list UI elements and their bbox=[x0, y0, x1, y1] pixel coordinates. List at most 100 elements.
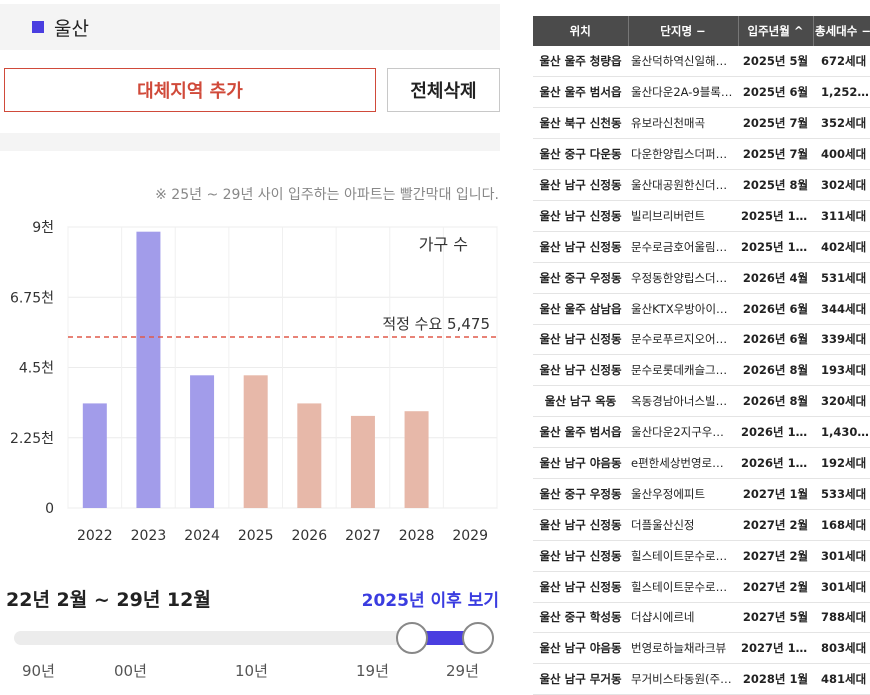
slider-tick-label: 00년 bbox=[114, 662, 147, 680]
total-units-cell: 302세대 bbox=[813, 169, 870, 201]
total-units-cell: 168세대 bbox=[813, 509, 870, 541]
move-in-date-cell: 2026년 11월 bbox=[738, 416, 813, 449]
table-row[interactable]: 울산 남구 신정동 더플울산신정 2027년 2월 168세대 bbox=[533, 509, 870, 541]
total-units-cell: 400세대 bbox=[813, 138, 870, 171]
move-in-date-cell: 2025년 7월 bbox=[738, 138, 813, 171]
total-units-cell: 402세대 bbox=[813, 231, 870, 263]
table-header-cell[interactable]: 총세대수 − bbox=[813, 16, 870, 46]
table-row[interactable]: 울산 남구 신정동 문수로푸르지오어… 2026년 6월 339세대 bbox=[533, 324, 870, 356]
total-units-cell: 301세대 bbox=[813, 540, 870, 572]
table-row[interactable]: 울산 중구 다운동 다운한양립스더퍼… 2025년 7월 400세대 bbox=[533, 138, 870, 171]
move-in-date-cell: 2026년 6월 bbox=[738, 293, 813, 325]
complex-name-cell: 우정동한양립스더… bbox=[628, 262, 738, 294]
move-in-date-cell: 2027년 2월 bbox=[738, 571, 813, 603]
x-tick-label: 2024 bbox=[184, 528, 220, 544]
table-row[interactable]: 울산 남구 야음동 번영로하늘채라크뷰 2027년 11월 803세대 bbox=[533, 632, 870, 665]
table-row[interactable]: 울산 남구 옥동 옥동경남아너스빌… 2026년 8월 320세대 bbox=[533, 385, 870, 418]
slider-tick-label: 29년 bbox=[446, 662, 479, 680]
section-divider bbox=[0, 133, 500, 151]
move-in-date-cell: 2025년 12월 bbox=[738, 231, 813, 263]
location-cell: 울산 남구 신정동 bbox=[533, 571, 628, 603]
demand-label: 적정 수요 5,475 bbox=[382, 315, 490, 333]
location-cell: 울산 남구 무거동 bbox=[533, 663, 628, 695]
move-in-date-cell: 2025년 7월 bbox=[738, 107, 813, 140]
move-in-date-cell: 2026년 6월 bbox=[738, 324, 813, 356]
x-tick-label: 2027 bbox=[345, 528, 381, 544]
location-cell: 울산 남구 신정동 bbox=[533, 200, 628, 232]
location-cell: 울산 남구 신정동 bbox=[533, 324, 628, 356]
add-alternate-region-button[interactable]: 대체지역 추가 bbox=[4, 68, 376, 112]
slider-tick-label: 10년 bbox=[235, 662, 268, 680]
complex-table: 위치 단지명 − 입주년월 ^ 총세대수 − 울산 울주 청량읍 울산덕하역신일해… 20… bbox=[533, 16, 870, 695]
total-units-cell: 1,252세대 bbox=[813, 76, 870, 109]
complex-name-cell: 울산우정에피트 bbox=[628, 478, 738, 510]
move-in-date-cell: 2026년 11월 bbox=[738, 447, 813, 479]
x-tick-label: 2028 bbox=[399, 528, 435, 544]
y-tick-label: 4.5천 bbox=[19, 361, 54, 377]
move-in-date-cell: 2027년 1월 bbox=[738, 478, 813, 510]
complex-name-cell: 유보라신천매곡 bbox=[628, 107, 738, 140]
complex-name-cell: 옥동경남아너스빌… bbox=[628, 385, 738, 418]
region-header: 울산 bbox=[0, 4, 500, 50]
table-row[interactable]: 울산 중구 학성동 더샵시에르네 2027년 5월 788세대 bbox=[533, 602, 870, 634]
location-cell: 울산 북구 신천동 bbox=[533, 107, 628, 140]
move-in-date-cell: 2025년 12월 bbox=[738, 200, 813, 232]
complex-name-cell: 무거비스타동원(주… bbox=[628, 663, 738, 695]
year-slider-range bbox=[412, 631, 478, 645]
table-header-cell[interactable]: 단지명 − bbox=[628, 16, 739, 46]
year-slider-track[interactable] bbox=[14, 631, 494, 645]
complex-name-cell: 울산덕하역신일해… bbox=[628, 46, 738, 78]
table-row[interactable]: 울산 남구 신정동 힐스테이트문수로… 2027년 2월 301세대 bbox=[533, 540, 870, 572]
total-units-cell: 352세대 bbox=[813, 107, 870, 140]
bar bbox=[82, 403, 107, 508]
table-row[interactable]: 울산 중구 우정동 울산우정에피트 2027년 1월 533세대 bbox=[533, 478, 870, 510]
total-units-cell: 1,430세대 bbox=[813, 416, 870, 449]
complex-name-cell: 문수로푸르지오어… bbox=[628, 324, 738, 356]
location-cell: 울산 울주 범서읍 bbox=[533, 76, 628, 109]
table-row[interactable]: 울산 중구 우정동 우정동한양립스더… 2026년 4월 531세대 bbox=[533, 262, 870, 294]
y-tick-label: 9천 bbox=[32, 220, 54, 236]
table-row[interactable]: 울산 남구 무거동 무거비스타동원(주… 2028년 1월 481세대 bbox=[533, 663, 870, 695]
location-cell: 울산 남구 신정동 bbox=[533, 540, 628, 572]
x-tick-label: 2026 bbox=[291, 528, 327, 544]
location-cell: 울산 울주 범서읍 bbox=[533, 416, 628, 449]
table-row[interactable]: 울산 남구 신정동 울산대공원한신더… 2025년 8월 302세대 bbox=[533, 169, 870, 201]
total-units-cell: 481세대 bbox=[813, 663, 870, 695]
table-row[interactable]: 울산 북구 신천동 유보라신천매곡 2025년 7월 352세대 bbox=[533, 107, 870, 140]
location-cell: 울산 남구 신정동 bbox=[533, 509, 628, 541]
location-cell: 울산 남구 신정동 bbox=[533, 354, 628, 387]
bar bbox=[404, 411, 429, 508]
location-cell: 울산 남구 야음동 bbox=[533, 447, 628, 479]
table-row[interactable]: 울산 남구 신정동 문수로금호어울림… 2025년 12월 402세대 bbox=[533, 231, 870, 263]
location-cell: 울산 남구 신정동 bbox=[533, 231, 628, 263]
total-units-cell: 533세대 bbox=[813, 478, 870, 510]
table-row[interactable]: 울산 울주 청량읍 울산덕하역신일해… 2025년 5월 672세대 bbox=[533, 46, 870, 78]
move-in-date-cell: 2027년 2월 bbox=[738, 540, 813, 572]
table-row[interactable]: 울산 울주 삼남읍 울산KTX우방아이… 2026년 6월 344세대 bbox=[533, 293, 870, 325]
move-in-date-cell: 2027년 5월 bbox=[738, 602, 813, 634]
legend-label: 가구 수 bbox=[419, 235, 468, 254]
table-row[interactable]: 울산 남구 신정동 빌리브리버런트 2025년 12월 311세대 bbox=[533, 200, 870, 232]
table-row[interactable]: 울산 남구 신정동 문수로롯데캐슬그… 2026년 8월 193세대 bbox=[533, 354, 870, 387]
location-cell: 울산 중구 우정동 bbox=[533, 478, 628, 510]
complex-name-cell: 문수로금호어울림… bbox=[628, 231, 738, 263]
complex-table-panel: 위치 단지명 − 입주년월 ^ 총세대수 − 울산 울주 청량읍 울산덕하역신일해… 20… bbox=[533, 16, 870, 695]
bar bbox=[243, 375, 268, 508]
slider-end-handle[interactable] bbox=[462, 622, 494, 654]
table-header-cell[interactable]: 입주년월 ^ bbox=[738, 16, 814, 46]
x-tick-label: 2023 bbox=[131, 528, 167, 544]
slider-start-handle[interactable] bbox=[396, 622, 428, 654]
after-2025-link[interactable]: 2025년 이후 보기 bbox=[361, 591, 499, 611]
table-row[interactable]: 울산 남구 야음동 e편한세상번영로… 2026년 11월 192세대 bbox=[533, 447, 870, 479]
move-in-date-cell: 2026년 8월 bbox=[738, 354, 813, 387]
complex-name-cell: 울산대공원한신더… bbox=[628, 169, 738, 201]
bar bbox=[297, 403, 322, 508]
move-in-date-cell: 2025년 8월 bbox=[738, 169, 813, 201]
table-row[interactable]: 울산 남구 신정동 힐스테이트문수로… 2027년 2월 301세대 bbox=[533, 571, 870, 603]
total-units-cell: 788세대 bbox=[813, 602, 870, 634]
complex-name-cell: e편한세상번영로… bbox=[628, 447, 738, 479]
move-in-date-cell: 2026년 4월 bbox=[738, 262, 813, 294]
clear-all-button[interactable]: 전체삭제 bbox=[387, 68, 500, 112]
